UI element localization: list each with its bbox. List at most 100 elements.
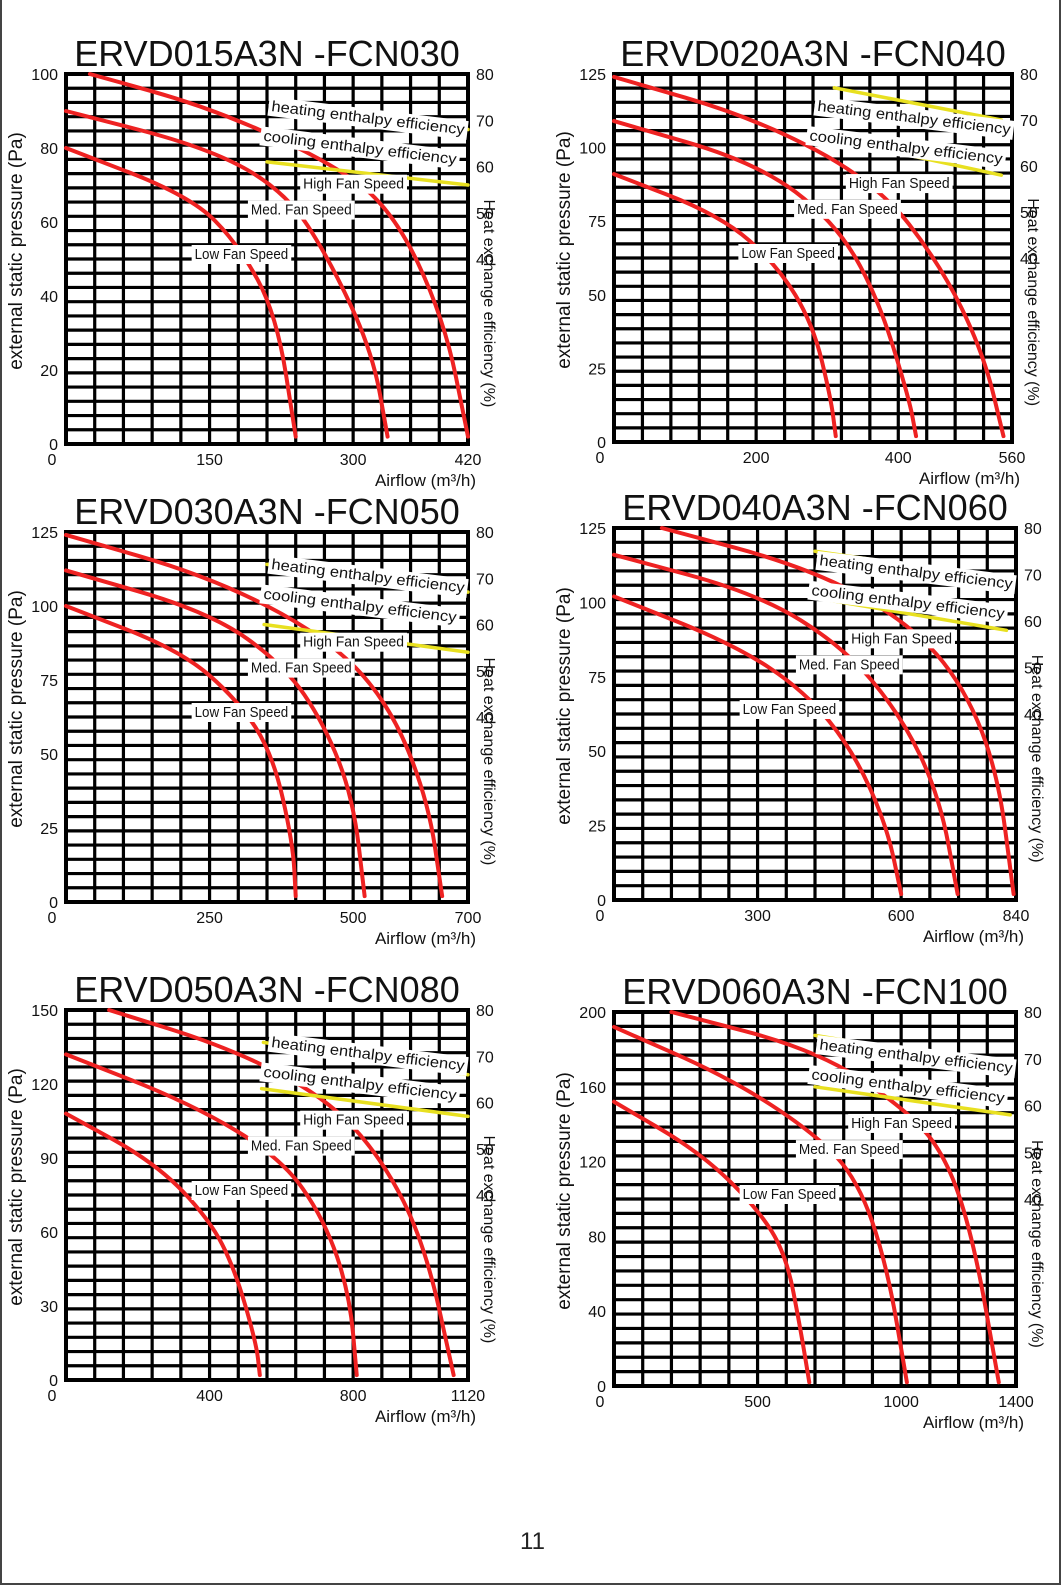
series-label: High Fan Speed — [848, 1113, 955, 1133]
chart-1: ERVD015A3N -FCN030 0 20 40 60 80 100 0 150 300 420… — [6, 33, 497, 490]
series-line — [813, 1085, 1013, 1117]
y-tick-label: 100 — [579, 141, 606, 158]
x-tick-label: 420 — [455, 452, 482, 469]
y-tick-label: 75 — [40, 673, 58, 690]
series-label: Med. Fan Speed — [247, 200, 355, 220]
y2-tick-label: 50 — [476, 1142, 494, 1159]
series-line — [612, 1099, 812, 1385]
series-label-bg — [267, 554, 469, 599]
series-label-bg — [813, 96, 1015, 140]
series-line — [64, 568, 367, 899]
y2-axis-label: Heat exchange efficiency (%) — [480, 1135, 497, 1343]
series-label: Med. Fan Speed — [247, 1136, 355, 1156]
x-tick-label: 400 — [885, 450, 912, 467]
series-label: Med. Fan Speed — [247, 658, 355, 678]
y-tick-label: 100 — [31, 599, 58, 616]
series-line — [832, 86, 1004, 122]
series-label-text: High Fan Speed — [303, 634, 404, 651]
plot-frame — [64, 72, 470, 446]
x-axis-label: Airflow (m³/h) — [923, 927, 1024, 946]
y2-tick-label: 50 — [476, 206, 494, 223]
series-label-bg — [848, 629, 955, 649]
series-label: High Fan Speed — [300, 632, 407, 652]
x-tick-label: 1400 — [998, 1394, 1034, 1411]
series-label-bg — [807, 580, 1009, 624]
x-tick-label: 0 — [48, 910, 57, 927]
series-label: Low Fan Speed — [739, 1185, 840, 1204]
series-label-text: Low Fan Speed — [195, 704, 289, 721]
series-label: High Fan Speed — [300, 174, 407, 194]
y-tick-label: 0 — [597, 435, 606, 452]
y-tick-label: 75 — [588, 214, 606, 231]
y2-tick-label: 50 — [476, 664, 494, 681]
y2-tick-label: 70 — [476, 1049, 494, 1066]
chart-3: ERVD030A3N -FCN050 0 25 50 75 100 125 0 250 500 70… — [6, 491, 497, 948]
y-tick-label: 50 — [40, 747, 58, 764]
y-tick-label: 100 — [31, 67, 58, 84]
x-tick-label: 250 — [196, 910, 223, 927]
series-label-text: Low Fan Speed — [743, 1186, 837, 1203]
series-label-bg — [191, 1181, 292, 1200]
y-tick-label: 80 — [40, 141, 58, 158]
x-axis-label: Airflow (m³/h) — [375, 1407, 476, 1426]
series-label: High Fan Speed — [300, 1110, 407, 1130]
series-label-text: High Fan Speed — [851, 630, 952, 647]
y-tick-label: 125 — [31, 525, 58, 542]
y-tick-label: 200 — [579, 1005, 606, 1022]
y-axis-label: external static pressure (Pa) — [554, 131, 575, 369]
series-label-bg — [191, 245, 292, 264]
y2-tick-label: 80 — [476, 525, 494, 542]
plot-grid — [612, 72, 1014, 444]
y2-axis-label: Heat exchange efficiency (%) — [480, 657, 497, 865]
series-line — [612, 1024, 909, 1385]
series-line — [87, 72, 470, 439]
y2-axis-label: Heat exchange efficiency (%) — [1028, 655, 1045, 863]
chart-title: ERVD040A3N -FCN060 — [622, 487, 1008, 528]
y2-tick-label: 80 — [1024, 521, 1042, 538]
y2-tick-label: 80 — [1020, 67, 1038, 84]
y2-tick-label: 60 — [476, 618, 494, 635]
series-label-bg — [739, 700, 840, 719]
series-label: High Fan Speed — [845, 174, 953, 194]
x-tick-label: 840 — [1003, 908, 1030, 925]
series-label-text: Med. Fan Speed — [251, 660, 352, 677]
series-label-bg — [267, 96, 469, 141]
y-tick-label: 0 — [49, 895, 58, 912]
y2-tick-label: 70 — [1024, 568, 1042, 585]
y-tick-label: 0 — [49, 437, 58, 454]
series-label-bg — [247, 1136, 355, 1156]
series-label-text: Low Fan Speed — [741, 245, 835, 262]
y2-tick-label: 40 — [476, 710, 494, 727]
y2-axis-label: Heat exchange efficiency (%) — [480, 199, 497, 407]
chart-title: ERVD050A3N -FCN080 — [74, 969, 460, 1010]
y-tick-label: 60 — [40, 1225, 58, 1242]
series-label-text: Med. Fan Speed — [797, 201, 898, 218]
y2-tick-label: 50 — [1024, 661, 1042, 678]
series-label-bg — [259, 1062, 461, 1106]
plot-frame — [612, 72, 1014, 444]
series-line — [612, 119, 919, 439]
series-label-bg — [267, 1032, 469, 1077]
x-tick-label: 560 — [999, 450, 1026, 467]
series-label-text: Med. Fan Speed — [799, 1141, 900, 1158]
x-tick-label: 0 — [596, 908, 605, 925]
series-line — [64, 146, 298, 439]
y-tick-label: 0 — [49, 1373, 58, 1390]
y2-tick-label: 40 — [476, 1188, 494, 1205]
series-label-text: Low Fan Speed — [195, 1182, 289, 1199]
chart-5: ERVD050A3N -FCN080 0 30 60 90 120 150 0 400 800 11… — [6, 969, 497, 1426]
y2-axis-label: Heat exchange efficiency (%) — [1024, 198, 1041, 406]
plot-frame — [64, 530, 470, 904]
x-axis-label: Airflow (m³/h) — [375, 471, 476, 490]
y2-tick-label: 70 — [1020, 113, 1038, 130]
series-label-bg — [259, 126, 461, 170]
series-label-bg — [845, 174, 953, 194]
y-tick-label: 100 — [579, 595, 606, 612]
x-axis-label: Airflow (m³/h) — [375, 929, 476, 948]
series-label: High Fan Speed — [848, 629, 955, 649]
x-tick-label: 300 — [340, 452, 367, 469]
series-line — [265, 160, 470, 187]
series-label-bg — [247, 658, 355, 678]
